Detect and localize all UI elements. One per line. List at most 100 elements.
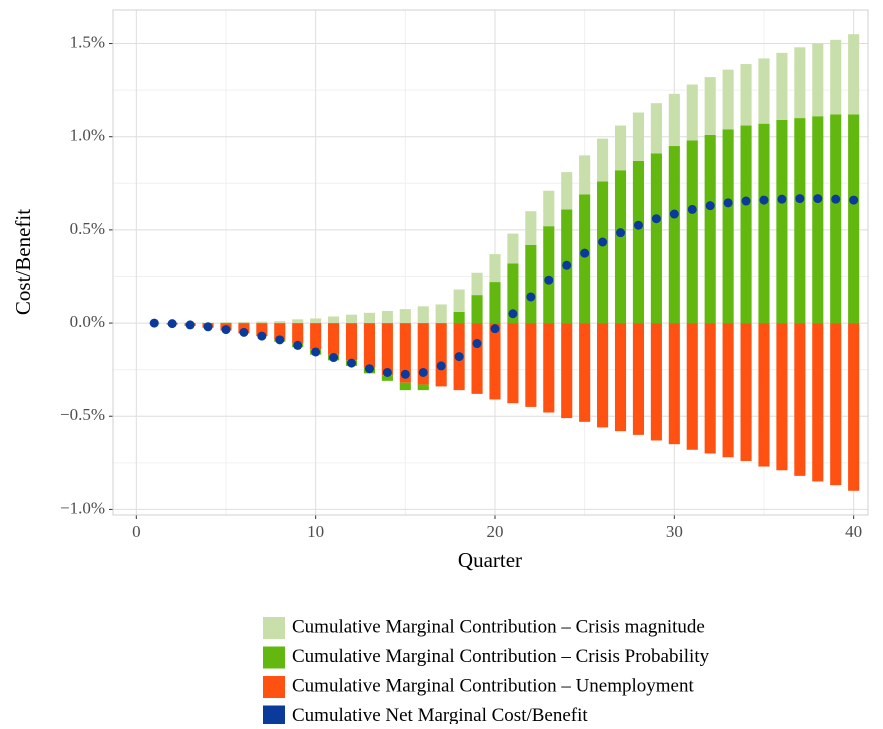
point (347, 359, 356, 368)
bar (758, 58, 769, 123)
y-tick-label: 1.0% (70, 126, 105, 145)
point (831, 195, 840, 204)
y-axis-label: Cost/Benefit (11, 209, 35, 315)
point (168, 319, 177, 328)
bar (597, 139, 608, 182)
bar (812, 323, 823, 481)
point (401, 370, 410, 379)
bar (758, 323, 769, 466)
point (311, 347, 320, 356)
bar (615, 126, 626, 171)
legend-swatch (263, 617, 285, 639)
bar (310, 318, 321, 323)
bar (651, 103, 662, 153)
x-tick-label: 0 (132, 522, 141, 541)
bar (830, 323, 841, 485)
point (616, 228, 625, 237)
bar (669, 94, 680, 146)
bar (454, 290, 465, 312)
bar (705, 323, 716, 453)
bar (633, 161, 644, 323)
bar (328, 317, 339, 324)
point (759, 196, 768, 205)
bar (687, 140, 698, 323)
point (562, 261, 571, 270)
bar (794, 118, 805, 323)
point (383, 368, 392, 377)
bar (579, 155, 590, 194)
bar (633, 323, 644, 435)
point (437, 361, 446, 370)
bar (274, 321, 285, 323)
y-tick-label: −0.5% (60, 405, 105, 424)
legend-swatch (263, 706, 285, 725)
y-tick-label: 1.5% (70, 32, 105, 51)
point (329, 353, 338, 362)
bar (615, 170, 626, 323)
x-tick-label: 40 (845, 522, 862, 541)
bar (364, 313, 375, 323)
point (795, 194, 804, 203)
bar (723, 70, 734, 130)
bar (776, 120, 787, 323)
bar (418, 385, 429, 391)
point (634, 221, 643, 230)
point (544, 276, 553, 285)
bar (651, 323, 662, 440)
bar (561, 172, 572, 209)
bar (489, 254, 500, 282)
bar (346, 315, 357, 323)
x-tick-label: 20 (486, 522, 503, 541)
bar (579, 194, 590, 323)
bar (705, 77, 716, 135)
bar (436, 304, 447, 323)
bar (436, 323, 447, 386)
bar (669, 323, 680, 444)
bar (543, 191, 554, 226)
bar (633, 112, 644, 160)
point (813, 194, 822, 203)
bar (454, 312, 465, 323)
bar (256, 322, 267, 323)
bar (400, 383, 411, 390)
bar (758, 124, 769, 323)
y-tick-label: −1.0% (60, 498, 105, 517)
x-tick-label: 10 (307, 522, 324, 541)
point (419, 368, 428, 377)
bar (346, 323, 357, 360)
point (239, 328, 248, 337)
bar (489, 282, 500, 323)
bar (579, 323, 590, 422)
point (724, 198, 733, 207)
bar (382, 323, 393, 375)
point (186, 320, 195, 329)
bar (597, 181, 608, 323)
bar (525, 245, 536, 323)
point (257, 332, 266, 341)
point (849, 196, 858, 205)
bar (830, 40, 841, 115)
point (473, 339, 482, 348)
bar (382, 311, 393, 323)
bar (525, 211, 536, 245)
bar (615, 323, 626, 431)
bar (507, 323, 518, 403)
bar (740, 323, 751, 461)
bar (328, 323, 339, 355)
legend-label: Cumulative Net Marginal Cost/Benefit (292, 705, 588, 724)
bar (794, 323, 805, 476)
bar (651, 153, 662, 323)
bar (776, 53, 787, 120)
bar (705, 135, 716, 323)
point (293, 341, 302, 350)
y-tick-label: 0.0% (70, 312, 105, 331)
bar (812, 116, 823, 323)
point (221, 325, 230, 334)
bar (238, 322, 249, 323)
point (526, 292, 535, 301)
point (455, 352, 464, 361)
point (652, 214, 661, 223)
point (150, 319, 159, 328)
bar (687, 323, 698, 450)
